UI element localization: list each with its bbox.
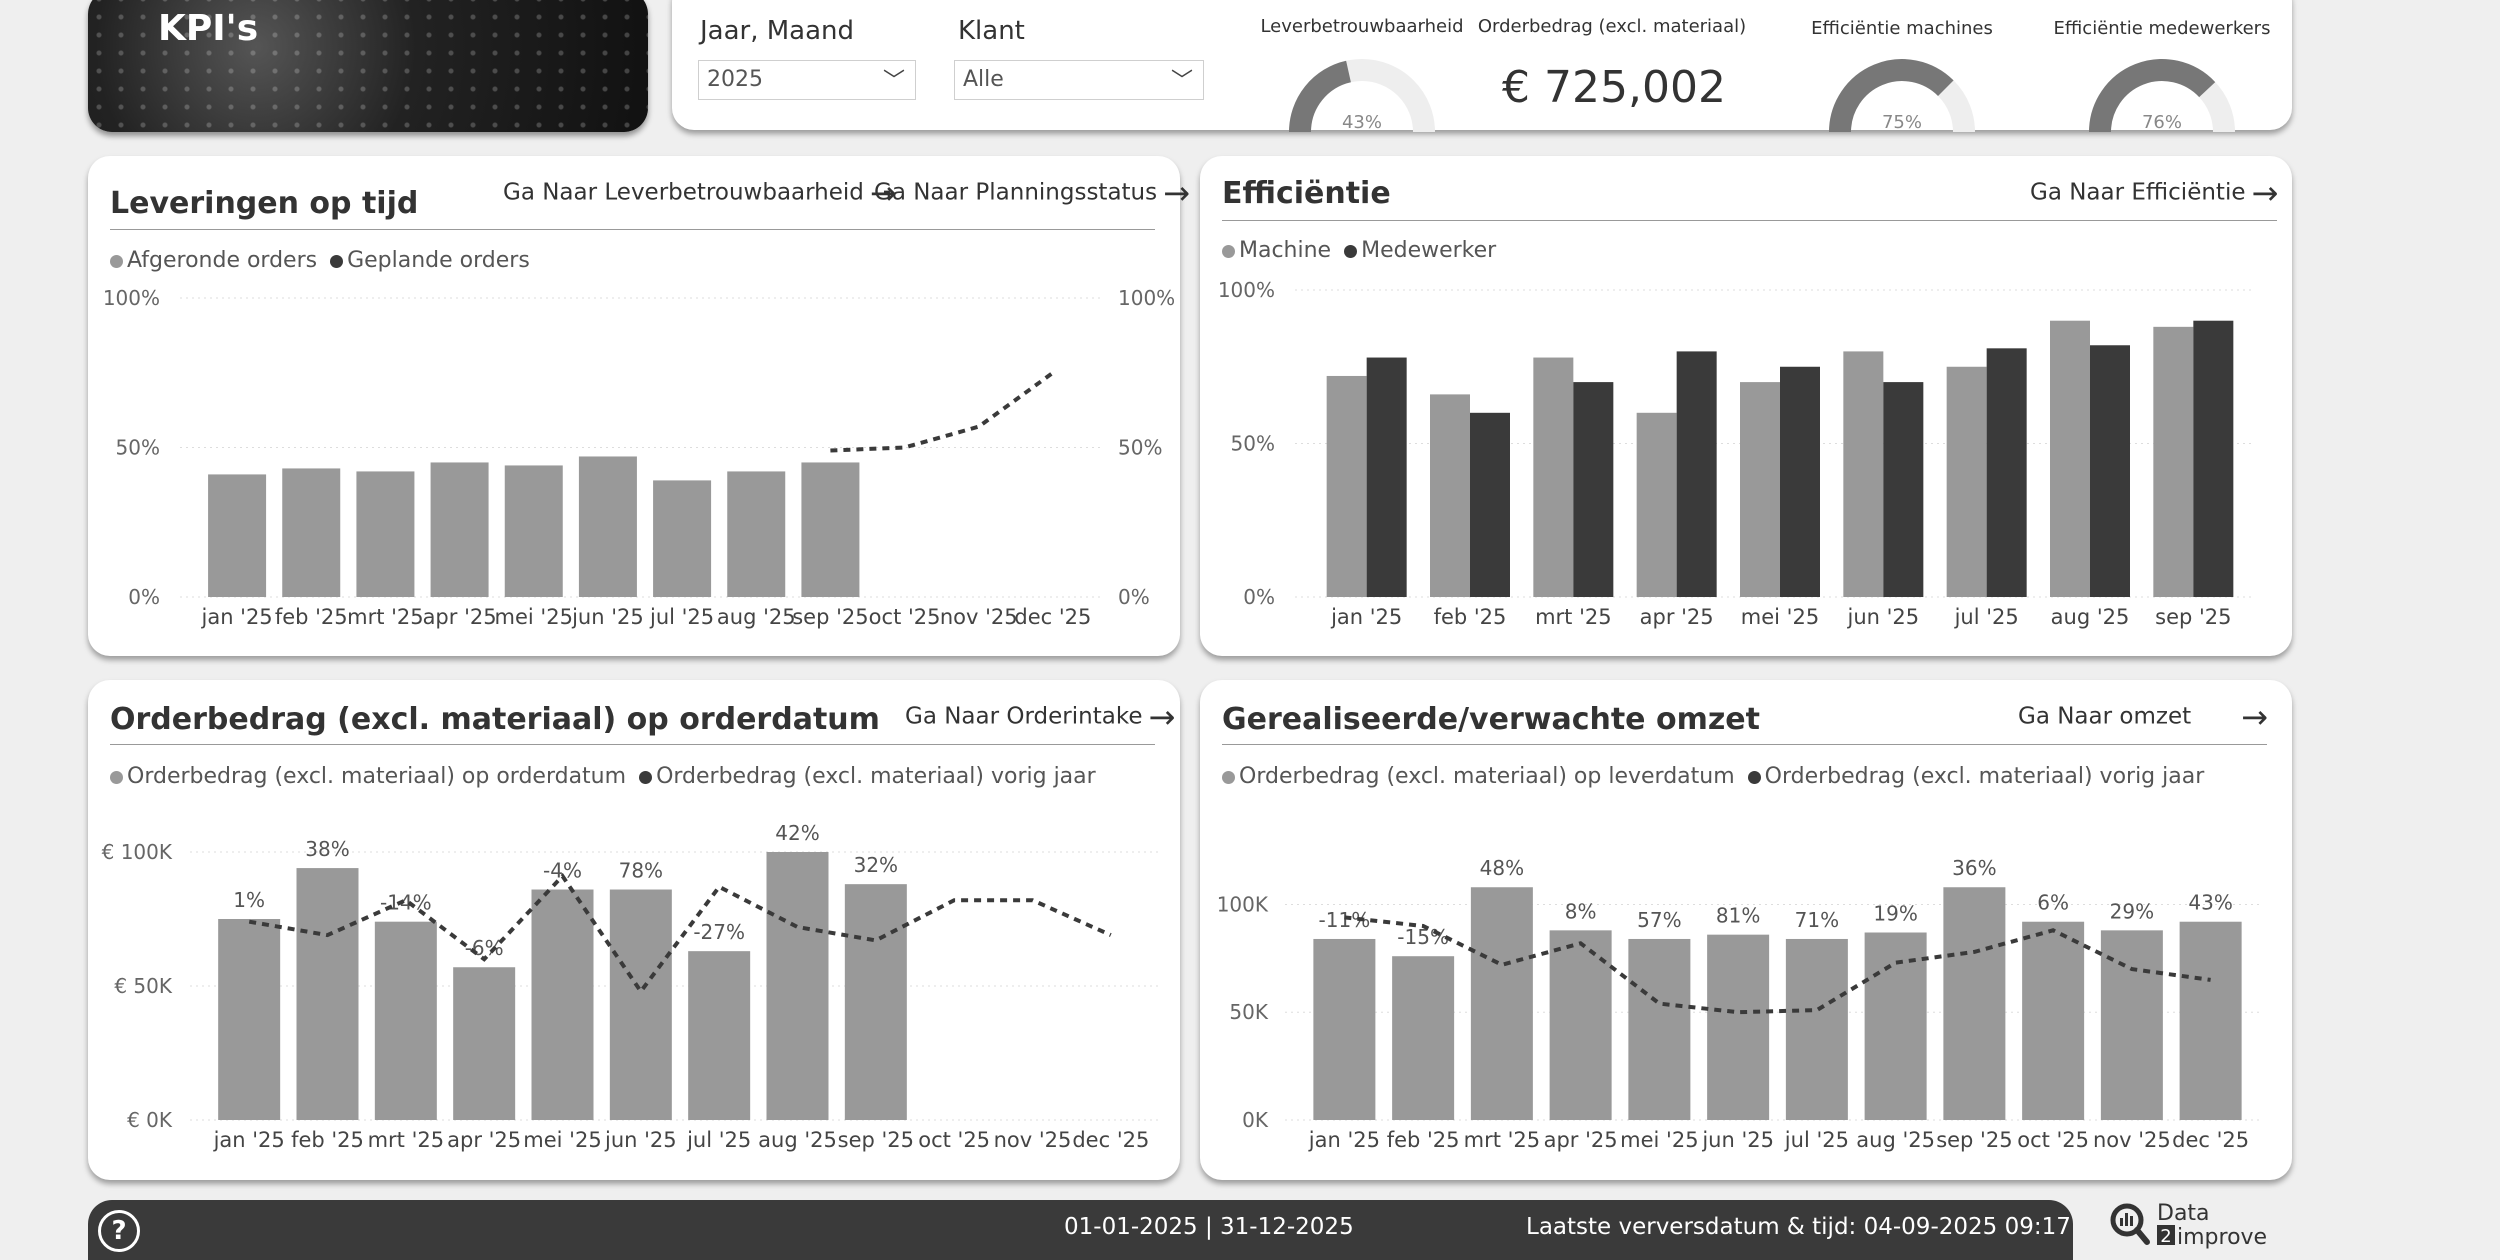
legend-item: Orderbedrag (excl. materiaal) op leverda… bbox=[1239, 764, 1735, 789]
link-label: Ga Naar Orderintake bbox=[905, 703, 1143, 730]
legend-dot bbox=[1222, 244, 1235, 258]
chart-legend: Afgeronde orders Geplande orders bbox=[110, 248, 530, 273]
chart-legend: Orderbedrag (excl. materiaal) op orderda… bbox=[110, 764, 1096, 789]
header-banner: KPI's bbox=[88, 0, 648, 132]
footer-refresh-time: Laatste verversdatum & tijd: 04-09-2025 … bbox=[1526, 1214, 2071, 1240]
panel-omzet: Gerealiseerde/verwachte omzet Ga Naar om… bbox=[1200, 680, 2292, 1180]
panel-efficientie: Efficiëntie Ga Naar Efficiëntie → Machine… bbox=[1200, 156, 2292, 656]
link-label: Ga Naar Leverbetrouwbaarheid bbox=[503, 179, 864, 206]
link-leverbetrouwbaarheid[interactable]: Ga Naar Leverbetrouwbaarheid → bbox=[503, 174, 897, 212]
panel-orderbedrag: Orderbedrag (excl. materiaal) op orderda… bbox=[88, 680, 1180, 1180]
banner-pattern bbox=[88, 0, 648, 132]
legend-dot bbox=[110, 254, 123, 268]
legend-item: Orderbedrag (excl. materiaal) op orderda… bbox=[127, 764, 627, 789]
filter-label-client: Klant bbox=[958, 16, 1025, 46]
link-label: Ga Naar omzet bbox=[2018, 703, 2192, 730]
client-dropdown[interactable]: Alle ﹀ bbox=[954, 60, 1204, 100]
legend-item: Geplande orders bbox=[347, 248, 530, 273]
footer-date-range: 01-01-2025 | 31-12-2025 bbox=[1064, 1214, 1354, 1240]
link-omzet[interactable]: Ga Naar omzet → bbox=[2018, 698, 2268, 736]
chart-legend: Machine Medewerker bbox=[1222, 238, 1496, 263]
panel-leveringen: Leveringen op tijd Ga Naar Leverbetrouwb… bbox=[88, 156, 1190, 656]
arrow-right-icon: → bbox=[2251, 174, 2279, 212]
chevron-down-icon: ﹀ bbox=[1170, 69, 1193, 94]
legend-item: Machine bbox=[1239, 238, 1332, 263]
legend-dot bbox=[1747, 770, 1761, 784]
kpi-value-orderbedrag: € 725,002 bbox=[1502, 62, 1726, 113]
year-month-value: 2025 bbox=[707, 67, 763, 92]
page-title: KPI's bbox=[158, 8, 259, 49]
filter-label-year-month: Jaar, Maand bbox=[700, 16, 855, 46]
panel-divider bbox=[110, 229, 1155, 230]
help-icon[interactable]: ? bbox=[98, 1210, 140, 1252]
panel-divider bbox=[1222, 220, 2277, 221]
panel-title-efficientie: Efficiëntie bbox=[1222, 176, 1391, 211]
panel-title-leveringen: Leveringen op tijd bbox=[110, 186, 419, 221]
arrow-right-icon: → bbox=[2241, 698, 2268, 736]
gauge-value-medewerkers: 76% bbox=[2142, 112, 2182, 132]
legend-dot bbox=[1344, 244, 1358, 258]
panel-divider bbox=[1222, 744, 2267, 745]
legend-dot bbox=[639, 770, 653, 784]
legend-item: Medewerker bbox=[1361, 238, 1497, 263]
panel-title-omzet: Gerealiseerde/verwachte omzet bbox=[1222, 702, 1760, 737]
brand-text-top: Data bbox=[2157, 1201, 2210, 1226]
link-planningsstatus[interactable]: Ga Naar Planningsstatus → bbox=[874, 174, 1190, 212]
gauge-medewerkers: 76% bbox=[2089, 59, 2235, 132]
gauge-machines: 75% bbox=[1829, 59, 1975, 132]
arrow-right-icon: → bbox=[869, 174, 897, 212]
kpi-label-orderbedrag: Orderbedrag (excl. materiaal) bbox=[1477, 16, 1747, 37]
brand-mark: 2 bbox=[2160, 1226, 2171, 1247]
legend-dot bbox=[110, 770, 123, 784]
gauge-value-machines: 75% bbox=[1882, 112, 1922, 132]
legend-dot bbox=[1222, 770, 1235, 784]
legend-item: Afgeronde orders bbox=[127, 248, 318, 273]
legend-dot bbox=[330, 254, 344, 268]
panel-title-orderbedrag: Orderbedrag (excl. materiaal) op orderda… bbox=[110, 702, 880, 737]
header-card: Jaar, Maand 2025 ﹀ Klant Alle ﹀ Leverbet… bbox=[672, 0, 2292, 132]
client-value: Alle bbox=[963, 67, 1004, 92]
kpi-label-leverbetrouwbaarheid: Leverbetrouwbaarheid bbox=[1260, 16, 1464, 37]
link-label: Ga Naar Planningsstatus bbox=[874, 179, 1158, 206]
year-month-dropdown[interactable]: 2025 ﹀ bbox=[698, 60, 916, 100]
kpi-label-medewerkers: Efficiëntie medewerkers bbox=[2053, 18, 2271, 39]
chart-legend: Orderbedrag (excl. materiaal) op leverda… bbox=[1222, 764, 2204, 789]
footer-bar: ? 01-01-2025 | 31-12-2025 Laatste verver… bbox=[88, 1200, 2073, 1260]
kpi-label-machines: Efficiëntie machines bbox=[1811, 18, 1993, 39]
link-orderintake[interactable]: Ga Naar Orderintake → bbox=[905, 698, 1175, 736]
link-label: Ga Naar Efficiëntie bbox=[2030, 179, 2246, 206]
gauge-value-leverbetrouwbaarheid: 43% bbox=[1342, 112, 1382, 132]
arrow-right-icon: → bbox=[1163, 174, 1190, 212]
legend-item: Orderbedrag (excl. materiaal) vorig jaar bbox=[1764, 764, 2205, 789]
link-efficientie[interactable]: Ga Naar Efficiëntie → bbox=[2030, 174, 2278, 212]
arrow-right-icon: → bbox=[1148, 698, 1176, 736]
panel-divider bbox=[110, 744, 1155, 745]
gauge-leverbetrouwbaarheid: 43% bbox=[1289, 59, 1435, 132]
brand-logo: Data 2 improve bbox=[2105, 1198, 2285, 1250]
brand-text-bottom: improve bbox=[2177, 1225, 2267, 1250]
legend-item: Orderbedrag (excl. materiaal) vorig jaar bbox=[656, 764, 1096, 789]
chevron-down-icon: ﹀ bbox=[882, 69, 905, 94]
